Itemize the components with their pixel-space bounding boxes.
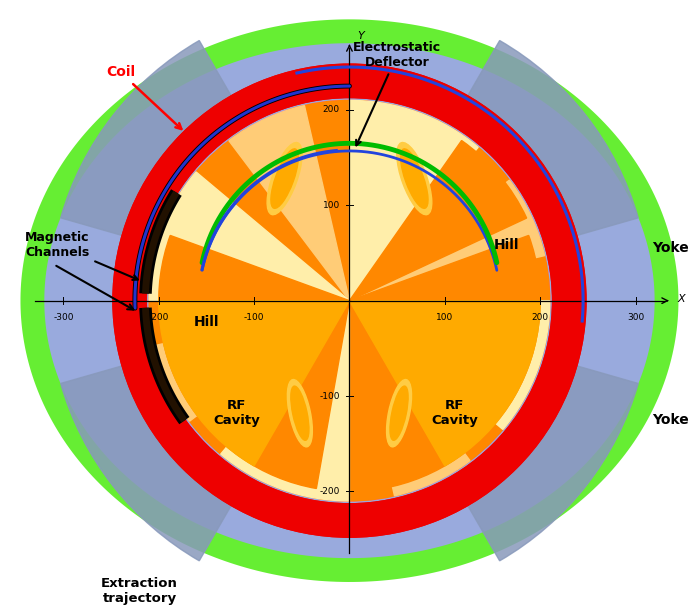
Text: RF
Cavity: RF Cavity [431,399,477,427]
Wedge shape [113,64,586,537]
Wedge shape [229,106,349,301]
Text: Coil: Coil [106,65,181,129]
Polygon shape [44,43,655,558]
Ellipse shape [386,379,412,447]
Wedge shape [61,40,231,235]
Text: Extraction
trajectory: Extraction trajectory [102,577,178,605]
Wedge shape [220,301,349,501]
Ellipse shape [397,143,432,215]
Wedge shape [349,301,550,429]
Wedge shape [288,101,519,301]
Ellipse shape [390,386,408,440]
Wedge shape [349,301,470,496]
Wedge shape [349,101,478,301]
Ellipse shape [271,149,298,209]
Text: 200: 200 [323,106,340,115]
Wedge shape [349,301,540,466]
Text: Yoke: Yoke [652,413,689,427]
Text: -300: -300 [53,313,74,322]
Wedge shape [349,140,526,301]
Wedge shape [468,40,638,235]
Text: 200: 200 [531,313,549,322]
Wedge shape [113,64,586,537]
Text: 300: 300 [627,313,644,322]
Text: Yoke: Yoke [652,241,689,255]
Text: Electrostatic
Deflector: Electrostatic Deflector [353,41,441,145]
Circle shape [149,101,550,501]
Text: Y: Y [357,30,364,40]
Text: X: X [678,294,685,304]
Ellipse shape [288,379,312,447]
Wedge shape [149,131,349,362]
Wedge shape [154,301,349,421]
Text: -100: -100 [319,392,340,401]
Wedge shape [349,235,540,489]
Text: Hill: Hill [194,315,219,329]
Wedge shape [149,172,349,301]
Text: -200: -200 [148,313,169,322]
Ellipse shape [290,386,309,440]
Wedge shape [349,239,550,470]
Wedge shape [159,235,349,489]
Text: RF
Cavity: RF Cavity [214,399,260,427]
Text: -100: -100 [244,313,265,322]
Wedge shape [468,366,638,561]
Ellipse shape [400,149,428,209]
Polygon shape [20,20,678,582]
Text: Hill: Hill [494,239,519,253]
Wedge shape [61,366,231,561]
Wedge shape [180,301,412,501]
Text: -200: -200 [319,487,340,496]
Wedge shape [349,180,545,301]
Text: Magnetic
Channels: Magnetic Channels [25,231,138,280]
Wedge shape [159,301,349,466]
Text: 100: 100 [436,313,454,322]
Text: 100: 100 [323,201,340,210]
Ellipse shape [267,143,302,215]
